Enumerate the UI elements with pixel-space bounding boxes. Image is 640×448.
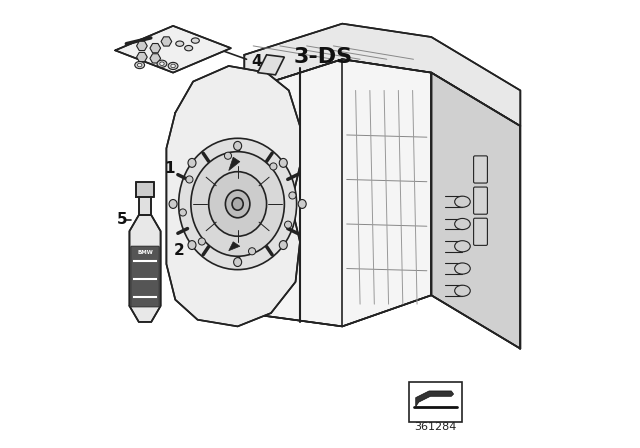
Ellipse shape [454, 241, 470, 252]
Ellipse shape [279, 241, 287, 250]
Ellipse shape [191, 38, 199, 43]
Circle shape [248, 248, 255, 255]
Polygon shape [228, 157, 240, 171]
Polygon shape [258, 55, 284, 75]
Ellipse shape [168, 62, 178, 69]
Text: 1: 1 [165, 161, 175, 176]
Text: 5: 5 [116, 212, 127, 227]
Ellipse shape [234, 142, 242, 151]
Circle shape [179, 209, 186, 216]
Polygon shape [244, 59, 431, 327]
Ellipse shape [454, 263, 470, 274]
Circle shape [198, 238, 205, 245]
Ellipse shape [185, 45, 193, 51]
Ellipse shape [160, 62, 164, 65]
Ellipse shape [225, 190, 250, 218]
Ellipse shape [171, 64, 175, 68]
Text: 361284: 361284 [415, 422, 457, 431]
Ellipse shape [176, 41, 184, 46]
FancyBboxPatch shape [474, 218, 488, 246]
Text: BMW: BMW [137, 250, 153, 255]
Circle shape [186, 176, 193, 183]
Text: 3-DS: 3-DS [293, 47, 353, 67]
Circle shape [285, 221, 292, 228]
Ellipse shape [188, 241, 196, 250]
Ellipse shape [138, 63, 142, 67]
Polygon shape [244, 24, 520, 126]
FancyBboxPatch shape [474, 156, 488, 183]
Ellipse shape [157, 60, 167, 67]
Circle shape [225, 152, 232, 159]
Ellipse shape [209, 172, 267, 236]
Polygon shape [228, 242, 240, 251]
FancyBboxPatch shape [409, 382, 463, 422]
FancyBboxPatch shape [474, 187, 488, 214]
Ellipse shape [454, 285, 470, 296]
Ellipse shape [298, 199, 306, 208]
Ellipse shape [179, 138, 296, 270]
Polygon shape [136, 182, 154, 197]
Circle shape [289, 192, 296, 199]
Ellipse shape [135, 61, 145, 69]
Ellipse shape [232, 198, 243, 210]
Text: 2: 2 [173, 243, 184, 258]
Ellipse shape [279, 159, 287, 168]
Polygon shape [115, 26, 231, 73]
Ellipse shape [454, 219, 470, 229]
Ellipse shape [169, 199, 177, 208]
Polygon shape [129, 215, 161, 322]
Polygon shape [139, 197, 151, 215]
Text: 4: 4 [251, 54, 262, 69]
Polygon shape [431, 73, 520, 349]
Polygon shape [416, 391, 454, 406]
FancyBboxPatch shape [131, 246, 159, 307]
Polygon shape [166, 66, 300, 327]
Circle shape [270, 163, 277, 170]
Ellipse shape [454, 196, 470, 207]
Ellipse shape [234, 258, 242, 267]
Ellipse shape [188, 159, 196, 168]
Ellipse shape [191, 152, 284, 256]
